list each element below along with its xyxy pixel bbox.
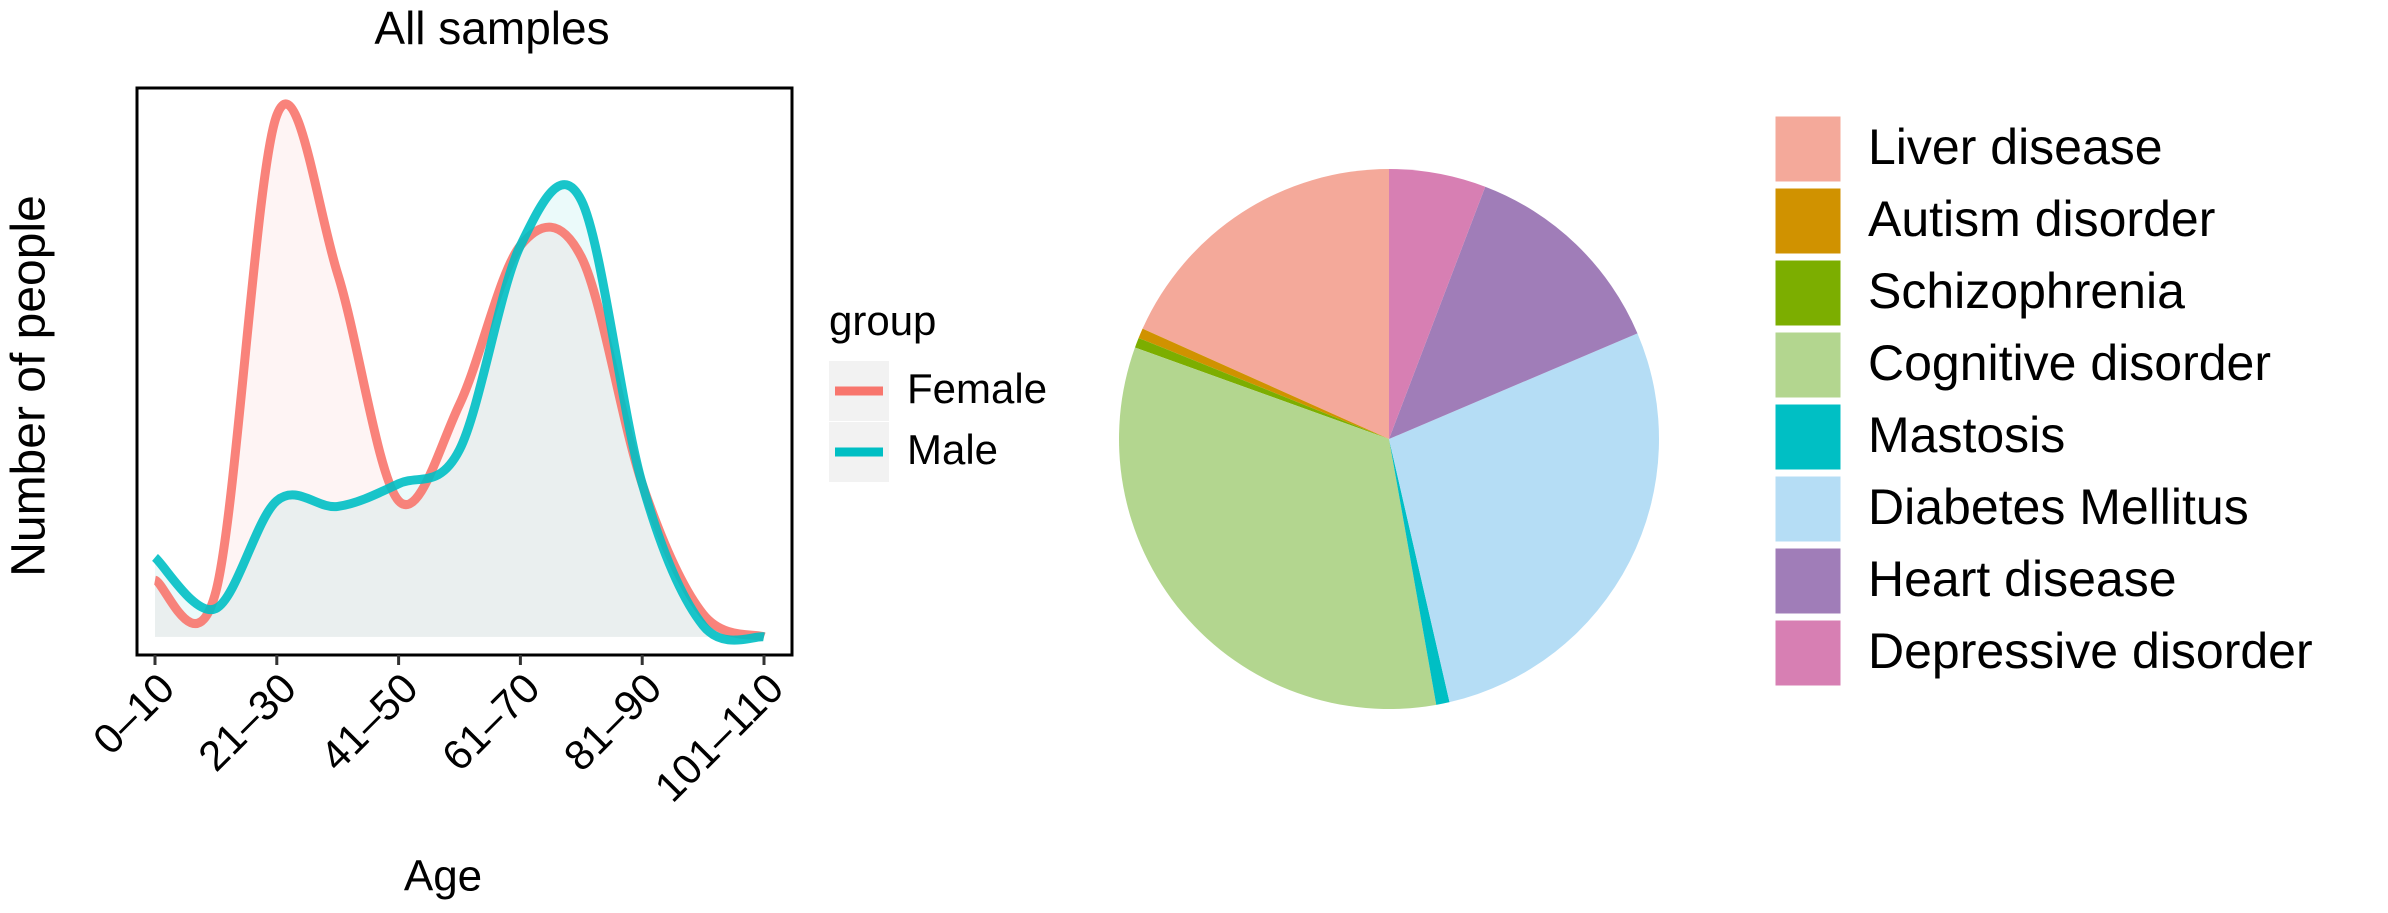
pie-slice (1389, 439, 1450, 705)
line (151, 180, 765, 645)
plot-area (151, 99, 766, 645)
x-tick-label: 21–30 (189, 664, 305, 780)
x-tick-label: 41–50 (311, 664, 427, 780)
legend-label: Autism disorder (1868, 191, 2215, 247)
x-tick-label: 0–10 (84, 664, 183, 763)
legend-label: Diabetes Mellitus (1868, 479, 2249, 535)
legend-swatch (1772, 401, 1844, 473)
legend-swatch (1772, 545, 1844, 617)
plot-frame (135, 86, 794, 657)
legend-swatch (1772, 329, 1844, 401)
legend-label: Male (907, 426, 998, 473)
legend-label: Cognitive disorder (1868, 335, 2271, 391)
legend-label: Depressive disorder (1868, 623, 2313, 679)
pie-slice (1138, 328, 1389, 439)
legend-label: Schizophrenia (1868, 263, 2185, 319)
x-axis-label: Age (404, 852, 482, 901)
pie-slice (1142, 169, 1389, 439)
x-tick-label: 81–90 (555, 664, 671, 780)
y-axis-label: Number of people (3, 195, 56, 577)
pie-slice (1134, 338, 1389, 439)
legend-swatch (1772, 113, 1844, 185)
x-tick-label: 61–70 (433, 664, 549, 780)
legend-swatch (1772, 185, 1844, 257)
legend-swatch (1772, 257, 1844, 329)
legend-swatch (1772, 473, 1844, 545)
legend-title: group (829, 297, 936, 344)
area (155, 103, 764, 637)
chart-title: All samples (374, 2, 609, 54)
pie-slice (1119, 347, 1437, 709)
legend-label: Liver disease (1868, 119, 2163, 175)
pie-slice (1389, 169, 1486, 439)
pie-slice (1389, 186, 1638, 439)
area (155, 184, 764, 641)
x-tick-label: 101–110 (646, 664, 793, 811)
legend-label: Female (907, 365, 1047, 412)
legend-label: Mastosis (1868, 407, 2065, 463)
legend-label: Heart disease (1868, 551, 2177, 607)
legend-swatch (1772, 617, 1844, 689)
pie-slice (1389, 333, 1659, 703)
